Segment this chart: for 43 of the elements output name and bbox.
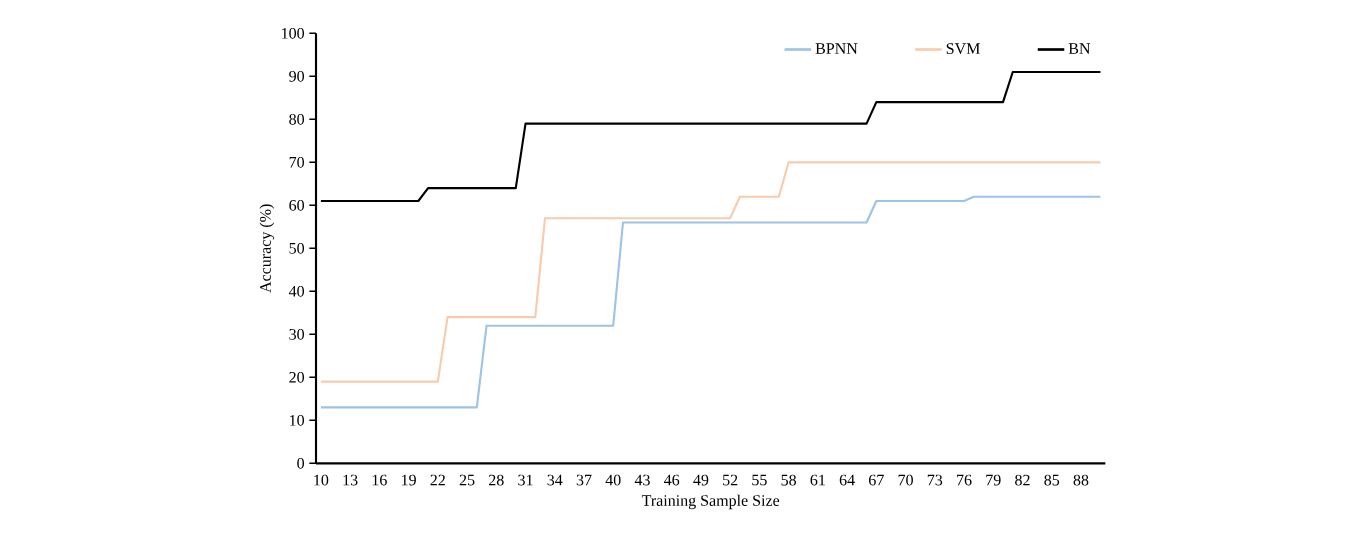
x-tick-label: 43 xyxy=(634,474,650,486)
x-tick-label: 34 xyxy=(547,474,563,486)
x-tick-label: 58 xyxy=(781,474,797,486)
x-tick-label: 31 xyxy=(518,474,533,486)
x-tick-label: 16 xyxy=(372,474,387,486)
x-tick-label: 10 xyxy=(314,474,329,486)
x-tick-label: 25 xyxy=(459,474,475,486)
legend-label: SVM xyxy=(946,43,980,55)
x-tick-label: 49 xyxy=(693,474,709,486)
y-tick-label: 30 xyxy=(289,328,305,340)
x-tick-label: 85 xyxy=(1044,474,1060,486)
y-axis-title: Accuracy (%) xyxy=(259,204,275,293)
x-tick-label: 79 xyxy=(986,474,1001,486)
x-tick-label: 46 xyxy=(664,474,680,486)
x-tick-label: 22 xyxy=(430,474,445,486)
y-tick-label: 20 xyxy=(289,371,305,383)
y-tick-label: 50 xyxy=(289,242,305,254)
x-tick-label: 82 xyxy=(1015,474,1030,486)
x-tick-label: 28 xyxy=(489,474,504,486)
x-tick-label: 76 xyxy=(957,474,972,486)
x-tick-label: 55 xyxy=(752,474,767,486)
x-tick-label: 61 xyxy=(810,474,825,486)
y-tick-label: 40 xyxy=(288,285,305,297)
x-tick-label: 19 xyxy=(401,474,416,486)
y-tick-label: 10 xyxy=(290,414,305,426)
y-tick-label: 60 xyxy=(289,199,305,211)
y-tick-label: 100 xyxy=(282,27,305,39)
legend-label: BPNN xyxy=(815,43,858,54)
y-tick-label: 90 xyxy=(289,70,305,82)
y-tick-label: 80 xyxy=(289,113,305,125)
x-tick-label: 52 xyxy=(723,474,738,486)
x-axis-title: Training Sample Size xyxy=(641,494,780,510)
x-tick-label: 64 xyxy=(839,474,855,486)
x-tick-label: 37 xyxy=(576,474,592,486)
x-tick-label: 13 xyxy=(343,474,358,486)
x-tick-label: 70 xyxy=(898,474,913,486)
y-tick-label: 70 xyxy=(289,156,305,168)
x-tick-label: 88 xyxy=(1073,474,1089,486)
y-tick-label: 0 xyxy=(297,457,305,469)
legend-label: BN xyxy=(1068,43,1091,54)
x-tick-label: 40 xyxy=(605,474,621,486)
x-tick-label: 67 xyxy=(869,474,884,486)
x-tick-label: 73 xyxy=(927,474,943,486)
